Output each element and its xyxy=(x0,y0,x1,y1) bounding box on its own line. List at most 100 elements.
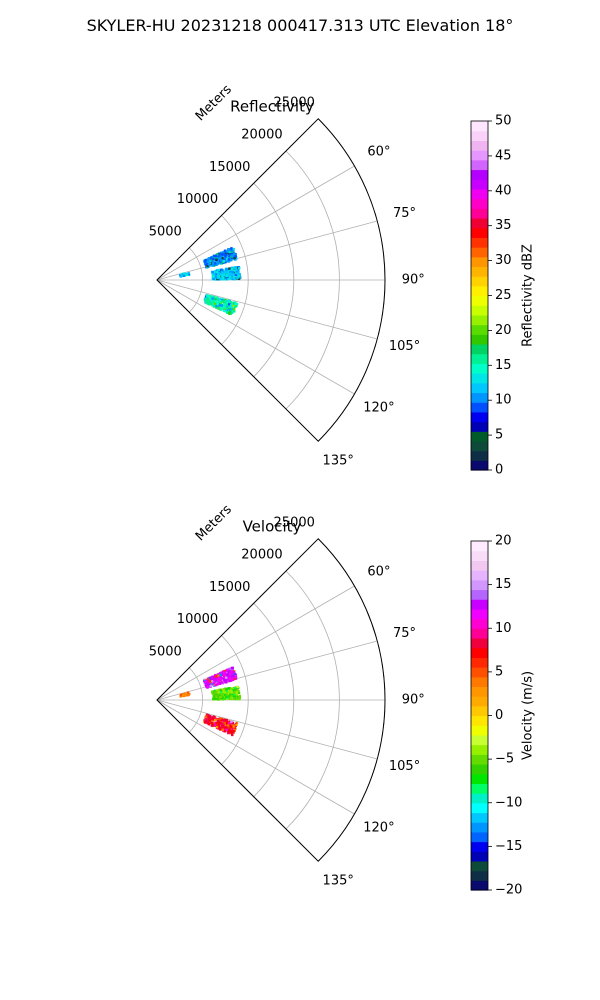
colorbar-segment xyxy=(471,169,488,180)
echo-point xyxy=(225,299,228,303)
azimuth-gridline xyxy=(156,640,378,701)
echo-point xyxy=(183,272,186,275)
echo-point xyxy=(223,302,226,305)
echo-point xyxy=(208,714,212,718)
echo-point xyxy=(236,272,240,276)
echo-cluster xyxy=(179,271,191,278)
colorbar-segment xyxy=(471,851,488,862)
echo-point xyxy=(204,258,207,262)
echo-point xyxy=(223,671,226,674)
echo-point xyxy=(218,272,222,276)
echo-point xyxy=(215,721,219,724)
echo-point xyxy=(232,309,235,312)
azimuth-gridline xyxy=(156,699,355,815)
echo-point xyxy=(227,725,231,729)
echo-point xyxy=(212,277,216,281)
colorbar-segment xyxy=(471,334,488,345)
echo-point xyxy=(209,301,212,304)
echo-point xyxy=(218,717,222,720)
echo-point xyxy=(214,722,217,725)
echo-point xyxy=(203,260,207,263)
azimuth-gridline xyxy=(156,220,378,281)
echo-point xyxy=(233,308,236,311)
echo-point xyxy=(219,721,222,724)
panel-title: Velocity xyxy=(243,518,302,536)
echo-point xyxy=(212,718,215,721)
echo-point xyxy=(207,257,211,260)
echo-point xyxy=(227,254,231,258)
panel-title: Reflectivity xyxy=(230,98,314,116)
echo-cluster xyxy=(203,666,238,689)
colorbar-segment xyxy=(471,763,488,775)
echo-point xyxy=(214,277,217,280)
echo-point xyxy=(207,301,210,304)
echo-point xyxy=(223,277,227,281)
echo-point xyxy=(218,678,221,682)
echo-point xyxy=(217,255,220,258)
colorbar-segment xyxy=(471,305,488,316)
echo-point xyxy=(224,270,228,273)
echo-point xyxy=(219,275,222,278)
echo-point xyxy=(220,681,224,684)
echo-point xyxy=(216,273,220,276)
echo-point xyxy=(225,693,228,696)
echo-point xyxy=(231,733,234,737)
echo-point xyxy=(220,718,223,722)
echo-point xyxy=(225,277,228,281)
range-tick-label: 5000 xyxy=(149,224,182,239)
echo-point xyxy=(235,690,238,693)
echo-point xyxy=(203,681,207,684)
colorbar-segment xyxy=(471,227,488,238)
echo-point xyxy=(219,726,222,730)
echo-point xyxy=(206,682,209,686)
echo-point xyxy=(224,255,227,258)
colorbar-segment xyxy=(471,373,488,384)
echo-point xyxy=(207,263,211,266)
azimuth-gridline xyxy=(156,585,355,701)
echo-point xyxy=(217,726,221,730)
echo-point xyxy=(231,670,234,674)
echo-point xyxy=(229,270,232,274)
echo-point xyxy=(229,305,233,308)
echo-point xyxy=(219,251,223,255)
echo-point xyxy=(216,682,220,685)
echo-point xyxy=(233,677,236,680)
colorbar-segment xyxy=(471,880,488,891)
echo-point xyxy=(209,295,212,298)
colorbar-segment xyxy=(471,402,488,413)
echo-point xyxy=(209,256,213,260)
echo-point xyxy=(225,681,228,684)
echo-point xyxy=(225,252,228,255)
range-tick-label: 25000 xyxy=(274,95,315,110)
colorbar-segment xyxy=(471,589,488,600)
echo-point xyxy=(230,720,233,723)
echo-point xyxy=(212,295,216,299)
colorbar-segment xyxy=(471,237,488,248)
echo-point xyxy=(235,268,238,272)
echo-point xyxy=(186,691,190,694)
colorbar-tick-label: 5 xyxy=(495,664,503,679)
colorbar-segment xyxy=(471,676,488,688)
echo-point xyxy=(219,673,222,677)
echo-point xyxy=(217,257,221,260)
echo-point xyxy=(222,309,226,312)
colorbar-segment xyxy=(471,647,488,658)
echo-point xyxy=(226,254,229,257)
echo-point xyxy=(222,678,226,682)
echo-point xyxy=(213,691,216,694)
echo-point xyxy=(228,305,231,309)
azimuth-gridline xyxy=(156,279,378,340)
echo-point xyxy=(226,250,229,253)
echo-point xyxy=(236,685,239,689)
colorbar-segment xyxy=(471,256,488,268)
colorbar-segment xyxy=(471,744,488,755)
colorbar-tick-label: 5 xyxy=(495,428,503,443)
echo-point xyxy=(205,680,208,683)
echo-point xyxy=(233,693,236,697)
echo-point xyxy=(218,297,221,301)
echo-point xyxy=(229,310,232,313)
echo-point xyxy=(211,682,214,686)
echo-point xyxy=(210,677,213,680)
echo-point xyxy=(232,247,235,251)
echo-point xyxy=(214,690,218,694)
